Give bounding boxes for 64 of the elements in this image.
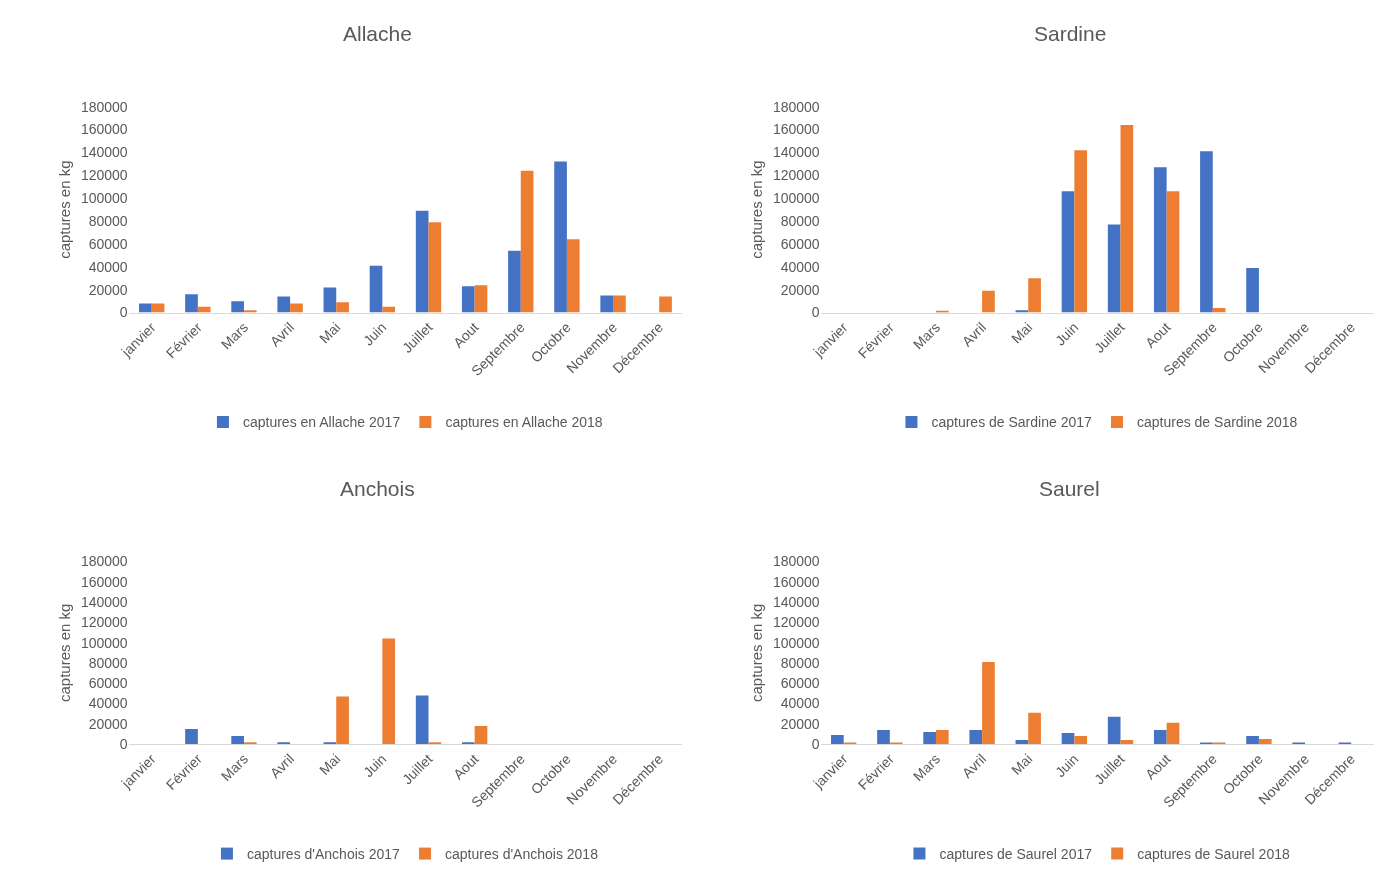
x-tick-label: Juin [359, 319, 390, 349]
y-tick-label: 60000 [88, 675, 128, 692]
y-tick-label: 40000 [88, 258, 128, 275]
y-tick-label: 60000 [780, 235, 820, 252]
y-tick-label: 100000 [80, 634, 128, 651]
y-tick-label: 100000 [80, 190, 128, 207]
y-tick-label: 160000 [80, 121, 128, 138]
legend-label: captures de Sardine 2018 [1136, 414, 1298, 431]
y-tick-label: 180000 [772, 553, 820, 570]
legend-label: captures en Allache 2018 [445, 414, 603, 431]
x-tick-label: Mai [316, 750, 344, 778]
y-tick-label: 100000 [772, 634, 820, 651]
legend-label: captures de Saurel 2017 [939, 846, 1093, 863]
y-tick-label: 160000 [80, 573, 128, 590]
y-tick-label: 160000 [772, 573, 820, 590]
y-tick-label: 60000 [88, 235, 128, 252]
x-tick-label: Mai [1008, 319, 1036, 347]
y-tick-label: 140000 [772, 593, 820, 610]
y-tick-label: 180000 [772, 98, 820, 115]
y-tick-label: 100000 [772, 190, 820, 207]
y-tick-label: 0 [119, 736, 128, 753]
chart-title: Saurel [1039, 477, 1100, 500]
chart-title: Anchois [340, 477, 415, 500]
y-tick-label: 0 [119, 304, 128, 321]
x-tick-label: Juin [1051, 319, 1082, 349]
y-tick-label: 40000 [88, 695, 128, 712]
chart-title: Sardine [1034, 22, 1107, 45]
legend-label: captures d'Anchois 2018 [445, 846, 599, 863]
y-tick-label: 80000 [88, 654, 128, 671]
y-axis-title: captures en kg [748, 603, 766, 702]
y-tick-label: 140000 [80, 593, 128, 610]
y-tick-label: 40000 [780, 695, 820, 712]
x-tick-label: Juin [359, 750, 390, 781]
y-axis-title: captures en kg [56, 603, 74, 702]
y-axis-title: captures en kg [748, 160, 766, 259]
y-tick-label: 180000 [80, 553, 128, 570]
y-tick-label: 120000 [80, 167, 128, 184]
legend-label: captures de Saurel 2018 [1137, 846, 1290, 863]
y-tick-label: 40000 [780, 258, 820, 275]
legend-label: captures d'Anchois 2017 [246, 846, 401, 863]
y-tick-label: 160000 [772, 121, 820, 138]
x-tick-label: Mai [1008, 750, 1036, 778]
y-tick-label: 20000 [88, 715, 128, 732]
x-tick-label: Mai [316, 319, 344, 347]
y-tick-label: 20000 [780, 281, 820, 298]
y-tick-label: 180000 [80, 98, 128, 115]
y-axis-title: captures en kg [56, 160, 74, 259]
y-tick-label: 120000 [772, 167, 820, 184]
y-tick-label: 80000 [780, 212, 820, 229]
legend-label: captures de Sardine 2017 [931, 414, 1092, 431]
y-tick-label: 0 [811, 304, 820, 321]
y-tick-label: 0 [811, 736, 820, 753]
x-tick-label: Juin [1051, 750, 1082, 781]
y-tick-label: 120000 [80, 614, 128, 631]
chart-title: Allache [343, 22, 412, 45]
y-tick-label: 20000 [780, 715, 820, 732]
y-tick-label: 80000 [88, 212, 128, 229]
legend-label: captures en Allache 2017 [242, 414, 401, 431]
y-tick-label: 80000 [780, 654, 820, 671]
y-tick-label: 60000 [780, 675, 820, 692]
y-tick-label: 140000 [772, 144, 820, 161]
y-tick-label: 20000 [88, 281, 128, 298]
y-tick-label: 120000 [772, 614, 820, 631]
y-tick-label: 140000 [80, 144, 128, 161]
